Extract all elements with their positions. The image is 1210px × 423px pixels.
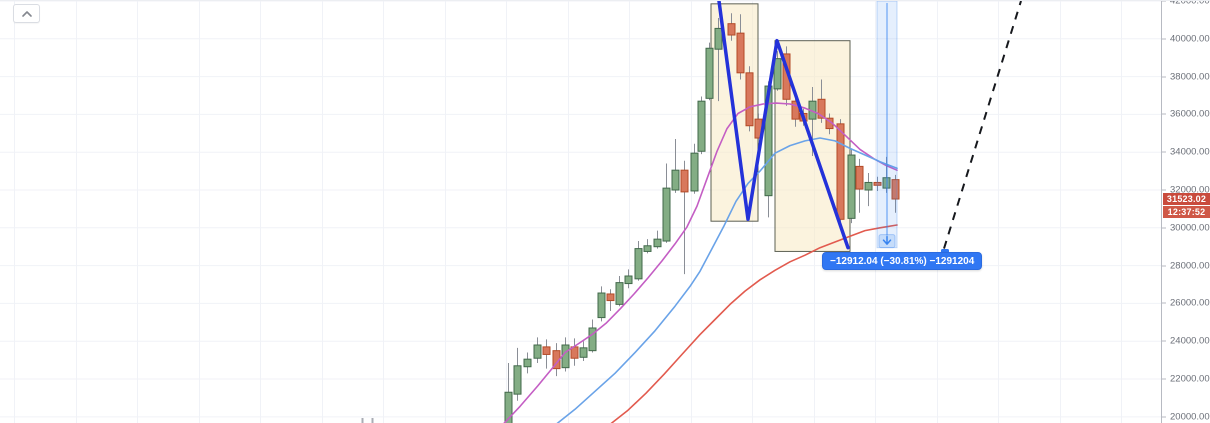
arrow-down-icon: [882, 235, 892, 245]
candle[interactable]: [705, 47, 714, 99]
price-axis-label: 20000.00: [1162, 411, 1210, 422]
candle[interactable]: [847, 154, 856, 219]
candle[interactable]: [714, 27, 723, 50]
candle[interactable]: [533, 344, 542, 359]
candle[interactable]: [671, 169, 680, 191]
candle[interactable]: [597, 292, 606, 319]
candle[interactable]: [634, 248, 643, 280]
candle[interactable]: [745, 72, 754, 127]
candle[interactable]: [690, 152, 699, 192]
candle[interactable]: [579, 347, 588, 358]
candle[interactable]: [662, 187, 671, 242]
axis-tick: [1162, 1, 1166, 2]
candle[interactable]: [727, 23, 736, 36]
axis-tick: [1162, 265, 1166, 267]
ma-slow-red[interactable]: [610, 224, 898, 423]
candle[interactable]: [606, 293, 615, 302]
price-axis-label: 36000.00: [1162, 109, 1210, 120]
price-axis-label: 28000.00: [1162, 260, 1210, 271]
candle[interactable]: [624, 275, 633, 285]
candle[interactable]: [542, 346, 551, 355]
axis-tick: [1162, 227, 1166, 229]
candle[interactable]: [736, 32, 745, 74]
candle[interactable]: [855, 165, 864, 190]
candle[interactable]: [523, 358, 532, 368]
collapse-toolbar-button[interactable]: [13, 4, 40, 23]
price-axis-label: 38000.00: [1162, 71, 1210, 82]
candle[interactable]: [643, 245, 652, 252]
axis-tick: [1162, 378, 1166, 380]
ma-mid-blue[interactable]: [556, 137, 898, 423]
axis-tick: [1162, 151, 1166, 153]
candle[interactable]: [588, 327, 597, 352]
axis-tick: [1162, 76, 1166, 78]
candlestick-chart-plot[interactable]: [0, 1, 1161, 423]
measure-tooltip: −12912.04 (−30.81%) −1291204: [822, 252, 983, 270]
candle[interactable]: [697, 100, 706, 152]
candle[interactable]: [653, 238, 662, 248]
price-axis-label: 24000.00: [1162, 336, 1210, 347]
candle[interactable]: [513, 365, 522, 395]
price-axis[interactable]: 42000.00 40000.00 38000.00 36000.00 34000.00…: [1161, 1, 1210, 423]
last-price-label: 31523.02: [1163, 193, 1210, 205]
candle[interactable]: [817, 98, 826, 119]
price-axis-label: 26000.00: [1162, 298, 1210, 309]
price-axis-label: 32000.00: [1162, 185, 1210, 196]
candle[interactable]: [864, 181, 873, 191]
candle[interactable]: [615, 282, 624, 305]
price-axis-label: 34000.00: [1162, 147, 1210, 158]
axis-tick: [1162, 302, 1166, 304]
chevron-up-icon: [21, 10, 32, 17]
candle[interactable]: [773, 58, 782, 90]
price-axis-label: 30000.00: [1162, 222, 1210, 233]
candle[interactable]: [561, 344, 570, 369]
price-axis-label: 40000.00: [1162, 33, 1210, 44]
candle[interactable]: [680, 169, 689, 193]
forecast-dashed-line[interactable]: [943, 1, 1022, 249]
axis-tick: [1162, 416, 1166, 418]
candle[interactable]: [836, 123, 845, 220]
price-axis-label: 42000.00: [1162, 1, 1210, 7]
ma-fast-magenta[interactable]: [503, 102, 898, 423]
candle[interactable]: [504, 391, 513, 423]
bar-countdown-label: 12:37:52: [1163, 206, 1210, 218]
axis-tick: [1162, 113, 1166, 115]
axis-tick: [1162, 340, 1166, 342]
candle[interactable]: [873, 181, 882, 186]
price-axis-label: 22000.00: [1162, 374, 1210, 385]
axis-tick: [1162, 38, 1166, 40]
axis-tick: [1162, 189, 1166, 191]
candle[interactable]: [891, 179, 900, 200]
zigzag-trendline[interactable]: [717, 1, 850, 250]
